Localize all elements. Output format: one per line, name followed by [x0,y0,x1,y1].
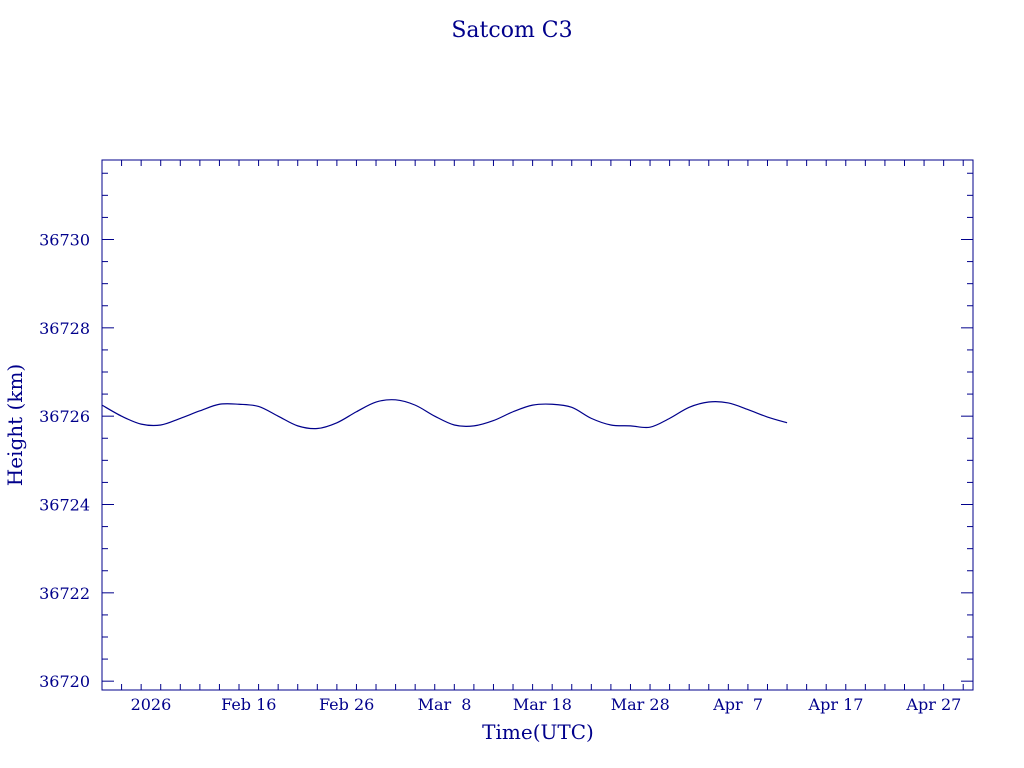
y-tick-label: 36720 [39,672,90,691]
y-axis-title: Height (km) [3,364,27,486]
x-tick-label: Apr 27 [905,695,961,714]
y-tick-label: 36728 [39,319,90,338]
plot-frame [101,159,974,691]
x-tick-label: Apr 7 [712,695,763,714]
x-tick-label: Mar 8 [418,695,472,714]
series-layer [101,399,788,430]
x-tick-label: Mar 18 [513,695,572,714]
series-line [101,399,788,430]
chart-title: Satcom C3 [451,18,572,43]
x-axis: 2026 Feb 16 Feb 26 Mar 8 Mar 18 Mar 28 Apr 7 Ap… [101,160,964,714]
y-tick-label: 36722 [39,584,90,603]
x-tick-label: Feb 26 [319,695,374,714]
y-tick-label: 36730 [39,231,90,250]
x-axis-title: Time(UTC) [482,720,594,744]
x-tick-label: Apr 17 [808,695,864,714]
y-tick-label: 36724 [39,496,90,515]
y-axis: 36720 36722 36724 36726 36728 36730 [39,172,973,691]
x-tick-label: 2026 [131,695,172,714]
x-tick-label: Mar 28 [611,695,670,714]
x-tick-label: Feb 16 [221,695,276,714]
y-tick-label: 36726 [39,407,90,426]
